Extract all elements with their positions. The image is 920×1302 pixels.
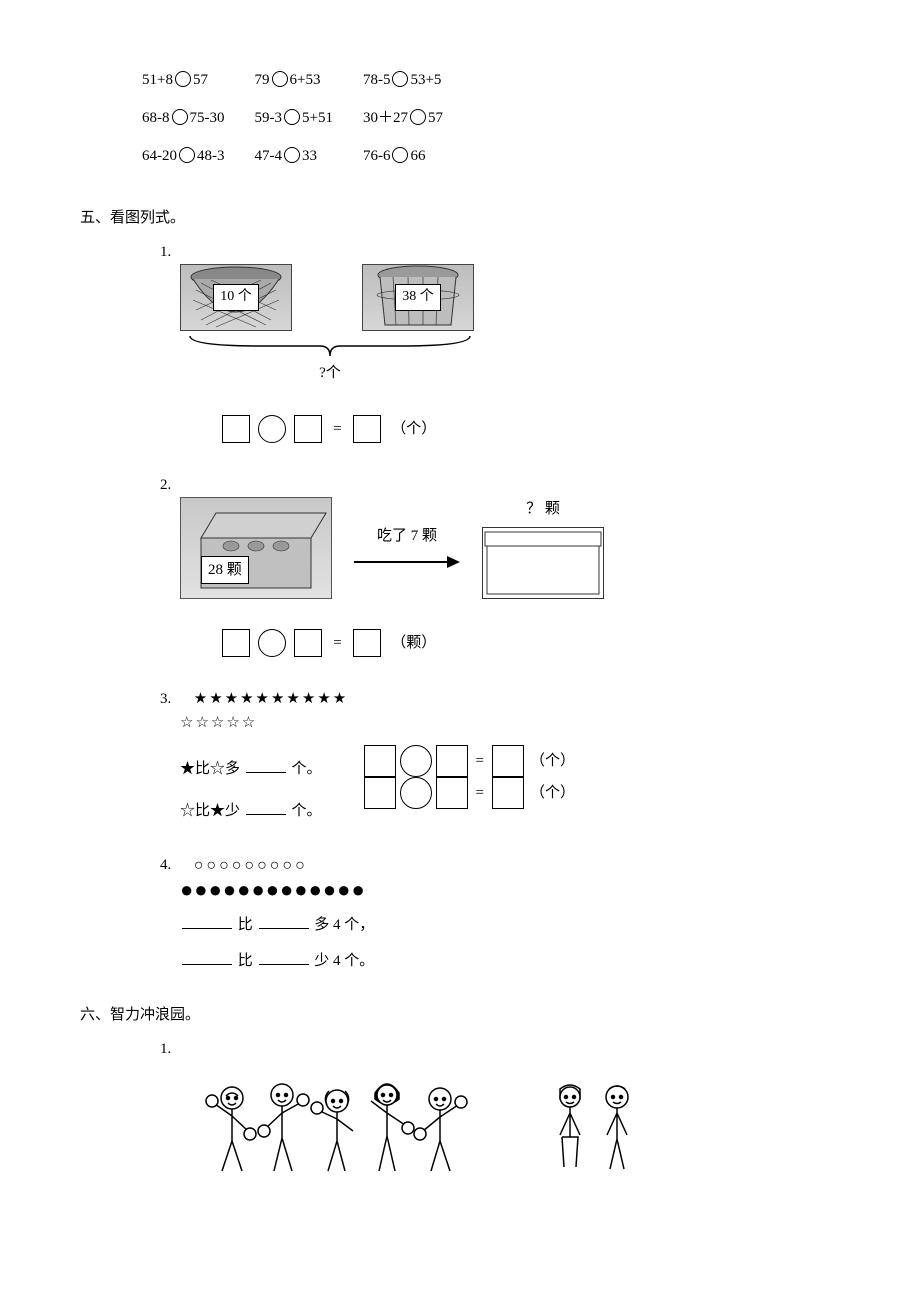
fill-blank[interactable] bbox=[259, 949, 309, 965]
standing-kids-icon bbox=[540, 1071, 660, 1181]
comparison-cell: 796+53 bbox=[255, 62, 361, 98]
question-4: 4. ○○○○○○○○○ ●●●●●●●●●●●●● 比 多 4 个， 比 少 … bbox=[120, 853, 840, 973]
operator-circle[interactable] bbox=[258, 415, 286, 443]
open-box-label: 28 颗 bbox=[201, 556, 249, 584]
question-6-1: 1. bbox=[120, 1037, 840, 1181]
blank-box[interactable] bbox=[353, 415, 381, 443]
operator-circle[interactable] bbox=[400, 777, 432, 809]
q3-number: 3. bbox=[160, 687, 190, 711]
equals-sign: = bbox=[333, 417, 341, 441]
brace-icon bbox=[180, 331, 480, 361]
q2-equation: = （颗） bbox=[220, 629, 840, 657]
open-box: 28 颗 bbox=[180, 497, 332, 599]
comparison-cell: 59-35+51 bbox=[255, 100, 361, 136]
basket-2: 38 个 bbox=[362, 264, 474, 331]
q4-number: 4. bbox=[160, 853, 190, 877]
blank-box[interactable] bbox=[492, 745, 524, 777]
blank-box[interactable] bbox=[364, 777, 396, 809]
comparison-table: 51+857796+5378-553+5 68-875-3059-35+5130＋… bbox=[140, 60, 473, 176]
q2-unit: （颗） bbox=[391, 635, 436, 651]
equals-sign: = bbox=[476, 781, 484, 805]
q3-equations: = （个） = （个） bbox=[362, 745, 575, 809]
equals-sign: = bbox=[476, 749, 484, 773]
arrow-label: 吃了 7 颗 bbox=[377, 524, 437, 548]
compare-circle[interactable] bbox=[284, 147, 300, 163]
closed-box bbox=[482, 527, 604, 599]
q3-text-block: ★比☆多 个。 ☆比★少 个。 bbox=[180, 745, 322, 823]
blank-box[interactable] bbox=[222, 415, 250, 443]
dancing-kids-icon bbox=[200, 1071, 500, 1181]
comparison-cell: 76-666 bbox=[363, 138, 471, 174]
basket-1: 10 个 bbox=[180, 264, 292, 331]
q1-question-mark: ?个 bbox=[180, 361, 480, 385]
equals-sign: = bbox=[333, 631, 341, 655]
compare-circle[interactable] bbox=[172, 109, 188, 125]
q3-unit: （个） bbox=[530, 749, 575, 773]
comparison-cell: 78-553+5 bbox=[363, 62, 471, 98]
q4-line1-end: 多 4 个， bbox=[314, 917, 374, 933]
q3-line2-a: ☆比★少 bbox=[180, 803, 244, 819]
hollow-circles: ○○○○○○○○○ bbox=[194, 857, 308, 874]
q2-question-mark: ？ 颗 bbox=[482, 497, 604, 521]
solid-circles: ●●●●●●●●●●●●● bbox=[180, 879, 840, 901]
q3-line1-b: 个。 bbox=[292, 761, 322, 777]
comparison-cell: 30＋2757 bbox=[363, 100, 471, 136]
fill-blank[interactable] bbox=[259, 913, 309, 929]
q1-number: 1. bbox=[160, 240, 190, 264]
operator-circle[interactable] bbox=[258, 629, 286, 657]
q3-unit: （个） bbox=[530, 781, 575, 805]
q1-unit: （个） bbox=[391, 421, 436, 437]
question-3: 3. ★★★★★★★★★★ ☆☆☆☆☆ ★比☆多 个。 ☆比★少 个。 = bbox=[120, 687, 840, 823]
hollow-stars: ☆☆☆☆☆ bbox=[180, 711, 840, 735]
blank-box[interactable] bbox=[294, 415, 322, 443]
closed-box-block: ？ 颗 bbox=[482, 497, 604, 599]
arrow-icon bbox=[352, 552, 462, 572]
section-6-title: 六、智力冲浪园。 bbox=[80, 1003, 840, 1027]
compare-circle[interactable] bbox=[410, 109, 426, 125]
comparison-cell: 68-875-30 bbox=[142, 100, 253, 136]
basket-2-label: 38 个 bbox=[395, 284, 441, 310]
blank-box[interactable] bbox=[436, 745, 468, 777]
comparison-cell: 47-433 bbox=[255, 138, 361, 174]
q1-equation: = （个） bbox=[220, 415, 840, 443]
basket-1-label: 10 个 bbox=[213, 284, 259, 310]
q4-line2-mid: 比 bbox=[238, 953, 257, 969]
fill-blank[interactable] bbox=[246, 757, 286, 773]
compare-circle[interactable] bbox=[392, 71, 408, 87]
blank-box[interactable] bbox=[222, 629, 250, 657]
q3-line1-a: ★比☆多 bbox=[180, 761, 244, 777]
solid-stars: ★★★★★★★★★★ bbox=[194, 691, 348, 707]
question-1: 1. 10 个 38 个 bbox=[120, 240, 840, 443]
compare-circle[interactable] bbox=[175, 71, 191, 87]
closed-box-icon bbox=[483, 528, 603, 598]
fill-blank[interactable] bbox=[182, 949, 232, 965]
section-5-title: 五、看图列式。 bbox=[80, 206, 840, 230]
compare-circle[interactable] bbox=[272, 71, 288, 87]
blank-box[interactable] bbox=[294, 629, 322, 657]
blank-box[interactable] bbox=[492, 777, 524, 809]
comparison-cell: 51+857 bbox=[142, 62, 253, 98]
comparison-cell: 64-2048-3 bbox=[142, 138, 253, 174]
compare-circle[interactable] bbox=[179, 147, 195, 163]
q4-line2-end: 少 4 个。 bbox=[314, 953, 374, 969]
arrow-block: 吃了 7 颗 bbox=[352, 524, 462, 572]
blank-box[interactable] bbox=[353, 629, 381, 657]
question-2: 2. 28 颗 吃了 7 颗 ？ 颗 bbox=[120, 473, 840, 657]
compare-circle[interactable] bbox=[392, 147, 408, 163]
q3-line2-b: 个。 bbox=[292, 803, 322, 819]
fill-blank[interactable] bbox=[182, 913, 232, 929]
operator-circle[interactable] bbox=[400, 745, 432, 777]
q6-1-number: 1. bbox=[160, 1037, 190, 1061]
blank-box[interactable] bbox=[436, 777, 468, 809]
compare-circle[interactable] bbox=[284, 109, 300, 125]
q4-line1-mid: 比 bbox=[238, 917, 257, 933]
blank-box[interactable] bbox=[364, 745, 396, 777]
fill-blank[interactable] bbox=[246, 799, 286, 815]
q2-number: 2. bbox=[160, 473, 190, 497]
